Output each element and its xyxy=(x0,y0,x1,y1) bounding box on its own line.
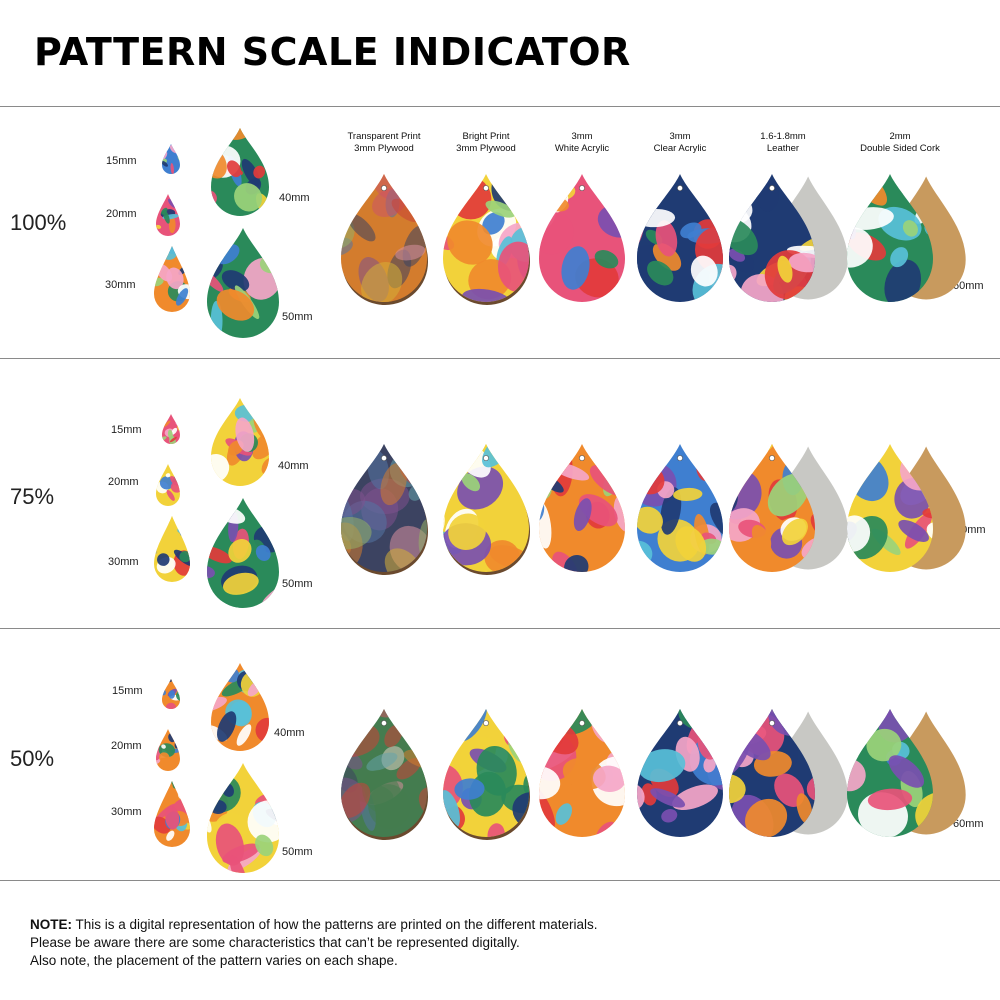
hole xyxy=(483,720,489,726)
teardrop-sample xyxy=(162,414,180,444)
note-line: Also note, the placement of the pattern … xyxy=(30,953,398,968)
size-label: 40mm xyxy=(279,192,310,204)
hole xyxy=(579,455,585,461)
teardrop-sample xyxy=(207,228,279,338)
teardrop-sample xyxy=(207,498,279,608)
material-header: 2mm Double Sided Cork xyxy=(860,131,940,154)
note-prefix: NOTE: xyxy=(30,917,72,932)
material-header: 1.6-1.8mm Leather xyxy=(760,131,806,154)
size-label: 50mm xyxy=(282,846,313,858)
size-label: 60mm xyxy=(953,818,984,830)
hole xyxy=(769,720,775,726)
size-label: 15mm xyxy=(111,424,142,436)
scale-label: 50% xyxy=(10,746,55,771)
teardrop-sample xyxy=(443,174,529,302)
hole xyxy=(769,185,775,191)
divider xyxy=(0,628,1000,629)
hole xyxy=(381,185,387,191)
teardrop-sample xyxy=(162,679,180,709)
teardrop-sample xyxy=(443,709,529,837)
page-title: PATTERN SCALE INDICATOR xyxy=(34,30,631,74)
teardrop-sample xyxy=(156,194,180,236)
material-header: Bright Print 3mm Plywood xyxy=(456,131,516,154)
scale-label: 100% xyxy=(10,210,67,235)
teardrop-sample xyxy=(207,763,279,873)
size-label: 40mm xyxy=(278,460,309,472)
teardrop-sample xyxy=(156,464,180,506)
size-label: 50mm xyxy=(282,311,313,323)
note-line: This is a digital representation of how … xyxy=(72,917,598,932)
size-label: 40mm xyxy=(274,727,305,739)
teardrop-sample xyxy=(211,663,269,751)
size-label: 60mm xyxy=(953,280,984,292)
divider xyxy=(0,358,1000,359)
size-label: 20mm xyxy=(108,476,139,488)
size-label: 15mm xyxy=(106,155,137,167)
size-label: 30mm xyxy=(111,806,142,818)
hole xyxy=(677,455,683,461)
hole xyxy=(677,185,683,191)
divider xyxy=(0,106,1000,107)
hole xyxy=(381,455,387,461)
footer-note: NOTE: This is a digital representation o… xyxy=(30,916,598,970)
size-label: 15mm xyxy=(112,685,143,697)
hole xyxy=(381,720,387,726)
teardrop-sample xyxy=(341,709,427,837)
hole xyxy=(579,185,585,191)
size-label: 30mm xyxy=(105,279,136,291)
teardrop-sample xyxy=(341,444,427,572)
size-label: 30mm xyxy=(108,556,139,568)
scale-label: 75% xyxy=(10,484,55,509)
teardrop-sample xyxy=(162,144,180,174)
material-header: 3mm White Acrylic xyxy=(554,131,610,154)
size-label: 20mm xyxy=(111,740,142,752)
size-label: 20mm xyxy=(106,208,137,220)
hole xyxy=(579,720,585,726)
teardrop-sample xyxy=(156,729,180,771)
teardrop-sample xyxy=(729,174,815,302)
teardrop-sample xyxy=(154,781,190,847)
material-header: 3mm Clear Acrylic xyxy=(653,131,707,154)
divider xyxy=(0,880,1000,881)
teardrop-sample xyxy=(154,246,190,312)
note-line: Please be aware there are some character… xyxy=(30,935,520,950)
hole xyxy=(769,455,775,461)
material-header: Transparent Print 3mm Plywood xyxy=(347,131,421,154)
hole xyxy=(483,455,489,461)
teardrop-sample xyxy=(211,128,269,216)
size-label: 50mm xyxy=(282,578,313,590)
hole xyxy=(483,185,489,191)
teardrop-sample xyxy=(211,398,269,486)
teardrop-sample xyxy=(154,516,190,582)
hole xyxy=(677,720,683,726)
